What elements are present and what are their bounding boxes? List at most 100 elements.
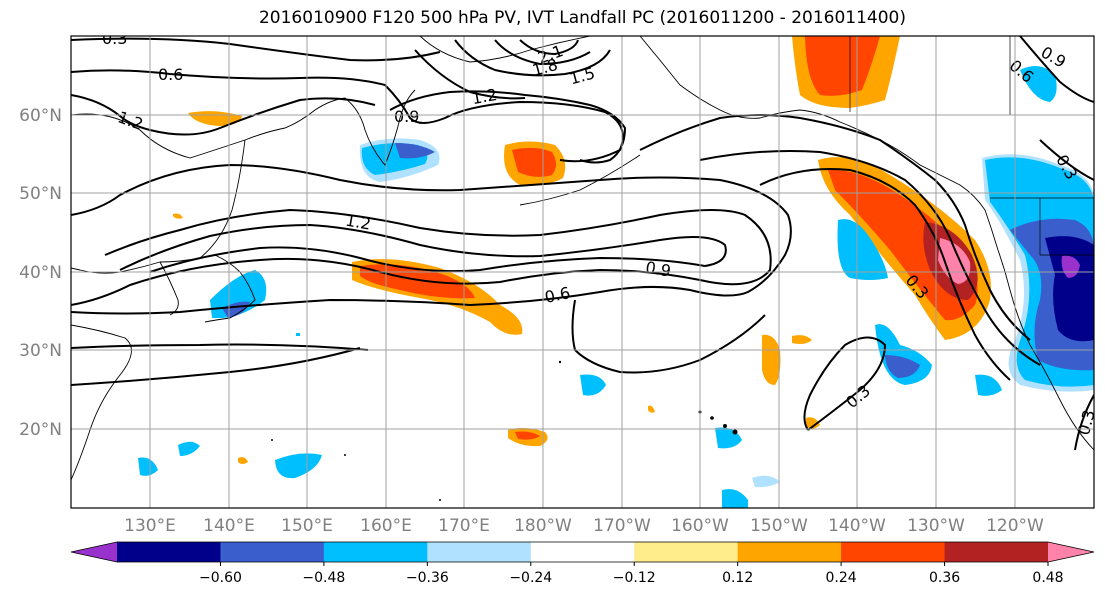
pv-contours <box>71 36 1094 451</box>
fill-hawaii-north <box>762 334 781 385</box>
contour-0-6-a <box>71 69 624 163</box>
fill-sw-2 <box>138 457 158 476</box>
lon-label: 120°W <box>986 516 1044 536</box>
colorbar-extend-high <box>1048 542 1094 562</box>
contour-ne-right <box>1039 139 1094 181</box>
fill-kuroshio-core <box>360 264 475 299</box>
contour-ne-0-9 <box>639 114 1031 341</box>
colorbar-segment <box>737 542 842 562</box>
lon-label: 180°W <box>514 516 572 536</box>
colorbar-tick-label: −0.24 <box>509 570 552 586</box>
lat-label: 50°N <box>19 184 62 204</box>
lat-label: 60°N <box>19 106 62 126</box>
fill-mid-3 <box>975 374 1002 396</box>
colorbar-tick-label: 0.12 <box>722 570 753 586</box>
lon-label: 140°E <box>203 516 255 536</box>
lon-label: 170°W <box>593 516 651 536</box>
contour-0-3-top <box>71 37 441 62</box>
lat-label: 30°N <box>19 341 62 361</box>
colorbar-tick-label: 0.48 <box>1032 570 1063 586</box>
longitude-labels: 130°E 140°E 150°E 160°E 170°E 180°W 170°… <box>124 516 1044 536</box>
map-border <box>70 35 1095 509</box>
contour-0-9-a <box>389 90 627 164</box>
contour-label: 0.3 <box>1074 408 1099 438</box>
contour-label: 0.3 <box>102 29 127 48</box>
fill-okhotsk-core <box>395 143 435 159</box>
colorbar-tick-label: −0.48 <box>302 570 345 586</box>
contour-south-0-3 <box>803 336 887 431</box>
contour-1-8 <box>494 39 591 66</box>
negative-anomaly-fill <box>138 66 1094 508</box>
contour-hawaii-0-6 <box>571 299 766 374</box>
lon-label: 140°W <box>828 516 886 536</box>
latitude-labels: 60°N 50°N 40°N 30°N 20°N <box>19 106 62 440</box>
contour-jet-0-9 <box>71 208 772 306</box>
colorbar-segment <box>427 542 532 562</box>
colorbar: −0.60 −0.48 −0.36 −0.24 −0.12 0.12 0.24 0.36 0.4… <box>70 541 1095 586</box>
colorbar-segment <box>634 542 739 562</box>
colorbar-segment <box>323 542 428 562</box>
contour-1-2-b <box>414 49 526 100</box>
islands <box>271 360 738 501</box>
colorbar-segment <box>220 542 325 562</box>
coastline-china <box>71 324 132 481</box>
lon-label: 130°E <box>124 516 176 536</box>
border-us-states <box>1039 198 1094 256</box>
colorbar-extend-low <box>71 542 117 562</box>
lat-label: 40°N <box>19 263 62 283</box>
contour-label: 1.2 <box>470 85 498 108</box>
contour-2-1 <box>519 39 579 56</box>
fill-hawaii-east-core <box>885 355 920 378</box>
fill-small-4 <box>238 457 248 464</box>
contour-0-3-b <box>71 343 369 386</box>
lon-label: 160°W <box>671 516 729 536</box>
fill-small-3 <box>173 213 183 219</box>
fill-small-2 <box>648 405 655 413</box>
contour-label: 0.6 <box>543 283 572 307</box>
contour-label: 1.2 <box>344 211 372 234</box>
contour-label: 0.9 <box>394 107 419 126</box>
lon-label: 170°E <box>438 516 490 536</box>
fill-south-edge-2 <box>752 475 780 488</box>
colorbar-segment <box>117 542 221 562</box>
contour-jet-1-2 <box>119 223 727 273</box>
colorbar-tick-label: −0.36 <box>406 570 449 586</box>
fill-south-1-core <box>515 431 540 440</box>
fill-northeast-corner <box>1020 66 1057 102</box>
fill-aleutian-core <box>512 147 556 177</box>
coastline-arctic <box>419 36 591 63</box>
contour-ne-0-6 <box>699 150 1041 366</box>
coastline-japan <box>204 254 256 323</box>
fill-mid-1 <box>580 374 606 396</box>
colorbar-tick-label: −0.60 <box>199 570 242 586</box>
contour-1-2-a <box>71 94 376 136</box>
contour-ne-top <box>1019 36 1094 103</box>
fill-subtropic-east <box>837 219 888 280</box>
fill-west-us-core <box>1045 236 1094 342</box>
contour-label: 0.9 <box>644 258 672 281</box>
lat-label: 20°N <box>19 420 62 440</box>
fill-sw-1 <box>275 453 322 479</box>
colorbar-tick-label: 0.36 <box>929 570 960 586</box>
contour-label: 0.6 <box>158 65 183 84</box>
contour-southeast-0-3 <box>1074 394 1094 451</box>
fill-tiny <box>296 333 300 336</box>
fill-south-edge <box>722 489 748 508</box>
lon-label: 160°E <box>360 516 412 536</box>
contour-1-5 <box>454 39 611 77</box>
fill-gulf-of-alaska-core <box>805 36 880 96</box>
contour-0-6-b <box>71 163 792 315</box>
colorbar-segment <box>841 542 946 562</box>
graticule <box>71 36 1094 508</box>
coastline-aleutians <box>519 154 641 206</box>
colorbar-segment <box>944 542 1049 562</box>
lon-label: 150°W <box>750 516 808 536</box>
fill-sw-3 <box>178 441 200 456</box>
lon-label: 150°E <box>281 516 333 536</box>
fill-south-2 <box>806 417 820 429</box>
coastline-asia <box>71 97 346 274</box>
colorbar-tick-label: −0.12 <box>613 570 656 586</box>
colorbar-tick-label: 0.24 <box>826 570 857 586</box>
contour-ne-0-3 <box>759 168 1011 381</box>
